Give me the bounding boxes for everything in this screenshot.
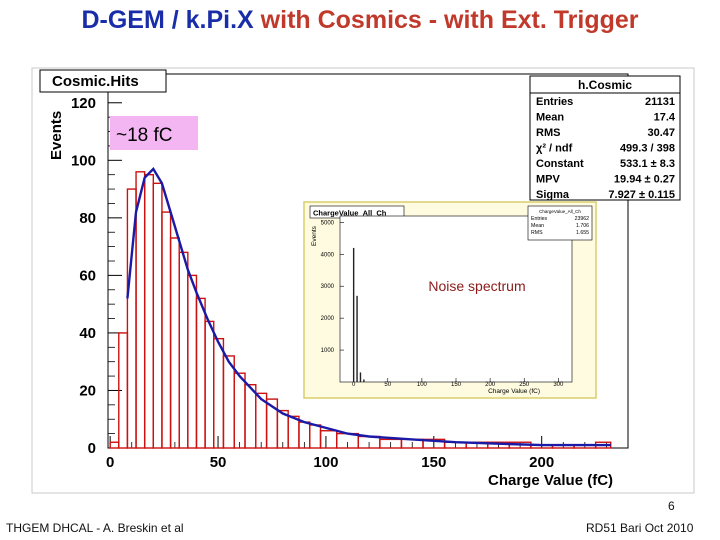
inset-y-tick-label-1: 2000 <box>321 316 335 322</box>
inset-y-tick-label-0: 1000 <box>321 348 335 354</box>
inset-bin <box>363 379 365 382</box>
y-tick-label-4: 80 <box>79 210 96 227</box>
x-tick-label-3: 150 <box>421 454 446 471</box>
stats-row-label: MPV <box>536 174 561 186</box>
inset-annotation: Noise spectrum <box>428 278 525 294</box>
inset-x-tick-label-2: 100 <box>417 382 428 388</box>
inset-x-label: Charge Value (fC) <box>488 388 540 395</box>
hist-title-box <box>39 69 167 93</box>
stats-row-label: Mean <box>536 112 564 124</box>
inset-x-tick-label-5: 250 <box>519 382 530 388</box>
y-tick-label-0: 0 <box>88 440 96 457</box>
y-tick-label-6: 120 <box>71 95 96 112</box>
inset-y-tick-label-2: 3000 <box>321 284 335 290</box>
stats-row-label: Sigma <box>536 189 570 201</box>
landau-fit-line <box>126 166 611 447</box>
inset-stats-row-label: Entries <box>531 216 548 222</box>
inset-bin <box>352 247 355 382</box>
inset-bin <box>359 372 362 382</box>
stats-box <box>529 75 681 201</box>
inset-x-tick-label-6: 300 <box>553 382 564 388</box>
title-part-2: with Cosmics - with Ext. Trigger <box>260 6 639 34</box>
inset-stats-box <box>527 205 593 241</box>
y-tick-label-3: 60 <box>79 267 96 284</box>
inset-bin <box>356 295 358 382</box>
y-tick-label-1: 20 <box>79 382 96 399</box>
inset-frame <box>339 215 573 383</box>
y-axis-label: Events <box>48 111 65 160</box>
footer-right: RD51 Bari Oct 2010 <box>586 521 694 535</box>
x-tick-label-4: 200 <box>529 454 554 471</box>
inset-title: ChargeValue_All_Ch <box>313 209 387 218</box>
inset-y-label: Events <box>311 225 318 246</box>
inset-x-tick-label-1: 50 <box>384 382 391 388</box>
hist-title: Cosmic.Hits <box>52 73 139 90</box>
inset-stats-row-value: 23962 <box>575 216 590 222</box>
stats-row-value: 30.47 <box>647 127 675 139</box>
stats-row-value: 533.1 ± 8.3 <box>620 158 675 170</box>
stats-row-label: Entries <box>536 96 573 108</box>
inset-stats-row-label: Mean <box>531 223 544 229</box>
page-number: 6 <box>668 499 675 513</box>
mpv-annotation-box <box>110 116 198 150</box>
stats-row-value: 19.94 ± 0.27 <box>614 174 675 186</box>
stats-row-value: 7.927 ± 0.115 <box>608 189 675 201</box>
stats-row-value: 17.4 <box>654 112 676 124</box>
inset-stats-title: ChargeValue_All_Ch <box>539 209 581 214</box>
title-part-1: D-GEM / k.Pi.X <box>81 6 261 34</box>
inset-stats-row-value: 1.706 <box>576 223 589 229</box>
stats-row-label: χ² / ndf <box>536 143 573 155</box>
inset-x-tick-label-3: 150 <box>451 382 462 388</box>
inset-x-tick-label-0: 0 <box>352 382 356 388</box>
inset-x-tick-label-4: 200 <box>485 382 496 388</box>
stats-row-label: Constant <box>536 158 584 170</box>
inset-y-tick-label-3: 4000 <box>321 252 335 258</box>
stats-row-value: 499.3 / 398 <box>620 143 675 155</box>
mpv-annotation: ~18 fC <box>116 125 173 146</box>
x-tick-label-0: 0 <box>106 454 114 471</box>
x-tick-label-1: 50 <box>210 454 227 471</box>
footer-left: THGEM DHCAL - A. Breskin et al <box>6 521 184 535</box>
y-tick-label-2: 40 <box>79 325 96 342</box>
inset-y-tick-label-4: 5000 <box>321 220 335 226</box>
stats-row-label: RMS <box>536 127 560 139</box>
stats-title: h.Cosmic <box>578 78 632 92</box>
inset-stats-row-label: RMS <box>531 230 543 236</box>
inset-stats-row-value: 1.655 <box>576 230 589 236</box>
stats-row-value: 21131 <box>645 96 675 108</box>
slide-title: D-GEM / k.Pi.X with Cosmics - with Ext. … <box>0 6 720 35</box>
x-tick-label-2: 100 <box>313 454 338 471</box>
y-tick-label-5: 100 <box>71 152 96 169</box>
x-axis-label: Charge Value (fC) <box>488 472 613 489</box>
